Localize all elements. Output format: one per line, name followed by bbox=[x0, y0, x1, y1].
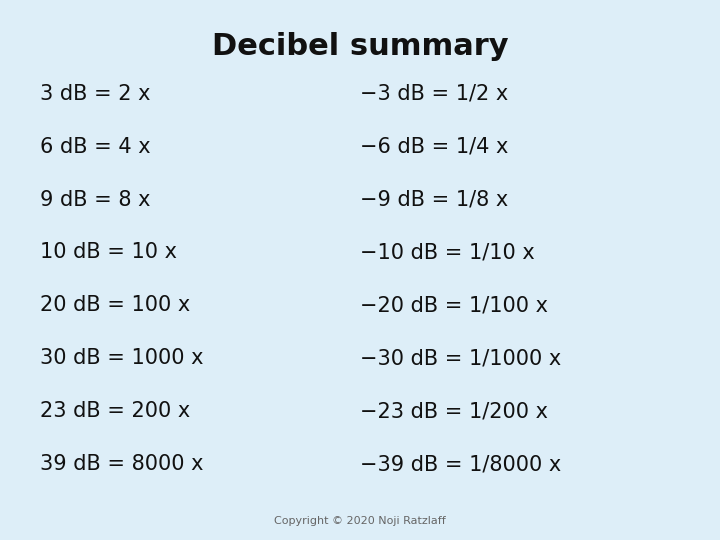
Text: Decibel summary: Decibel summary bbox=[212, 32, 508, 62]
Text: 30 dB = 1000 x: 30 dB = 1000 x bbox=[40, 348, 203, 368]
Text: 10 dB = 10 x: 10 dB = 10 x bbox=[40, 242, 176, 262]
Text: 9 dB = 8 x: 9 dB = 8 x bbox=[40, 190, 150, 210]
Text: −10 dB = 1/10 x: −10 dB = 1/10 x bbox=[360, 242, 535, 262]
Text: 3 dB = 2 x: 3 dB = 2 x bbox=[40, 84, 150, 104]
Text: 23 dB = 200 x: 23 dB = 200 x bbox=[40, 401, 190, 421]
Text: −30 dB = 1/1000 x: −30 dB = 1/1000 x bbox=[360, 348, 562, 368]
Text: Copyright © 2020 Noji Ratzlaff: Copyright © 2020 Noji Ratzlaff bbox=[274, 516, 446, 526]
Text: 39 dB = 8000 x: 39 dB = 8000 x bbox=[40, 454, 203, 474]
Text: 20 dB = 100 x: 20 dB = 100 x bbox=[40, 295, 190, 315]
Text: −23 dB = 1/200 x: −23 dB = 1/200 x bbox=[360, 401, 548, 421]
Text: −6 dB = 1/4 x: −6 dB = 1/4 x bbox=[360, 137, 508, 157]
Text: −9 dB = 1/8 x: −9 dB = 1/8 x bbox=[360, 190, 508, 210]
Text: −3 dB = 1/2 x: −3 dB = 1/2 x bbox=[360, 84, 508, 104]
Text: −20 dB = 1/100 x: −20 dB = 1/100 x bbox=[360, 295, 548, 315]
Text: 6 dB = 4 x: 6 dB = 4 x bbox=[40, 137, 150, 157]
Text: −39 dB = 1/8000 x: −39 dB = 1/8000 x bbox=[360, 454, 562, 474]
